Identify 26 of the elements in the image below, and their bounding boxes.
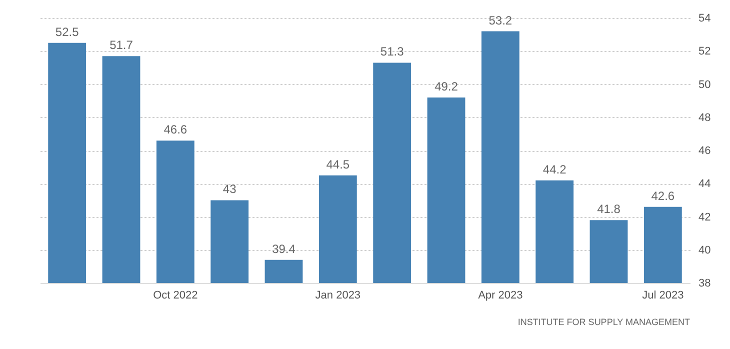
data-label: 52.5 xyxy=(55,24,80,39)
data-label: 49.2 xyxy=(434,80,458,94)
y-tick-label: 52 xyxy=(698,46,711,58)
data-label: 46.6 xyxy=(164,122,188,137)
y-tick-label: 54 xyxy=(698,12,711,24)
y-tick-label: 38 xyxy=(698,278,711,290)
x-tick-label: Oct 2022 xyxy=(153,290,198,302)
data-label: 42.6 xyxy=(651,188,675,203)
data-label: 41.8 xyxy=(597,202,621,216)
data-label: 51.3 xyxy=(380,44,404,59)
y-tick-label: 44 xyxy=(698,178,711,190)
data-label: 44.2 xyxy=(542,162,567,176)
data-label: 39.4 xyxy=(272,242,296,256)
x-tick-label: Apr 2023 xyxy=(478,290,523,302)
y-tick-label: 40 xyxy=(698,244,711,256)
y-tick-label: 46 xyxy=(698,145,711,157)
x-tick-label: Jan 2023 xyxy=(315,290,361,302)
data-label: 43 xyxy=(222,182,237,196)
data-label: 53.2 xyxy=(488,13,512,28)
text: INSTITUTE FOR SUPPLY MANAGEMENT xyxy=(518,317,690,327)
data-label: 44.5 xyxy=(326,157,350,172)
y-tick-label: 48 xyxy=(698,112,711,124)
data-label: 51.7 xyxy=(110,38,134,52)
y-tick-label: 42 xyxy=(698,211,711,224)
x-tick-label: Jul 2023 xyxy=(642,290,684,302)
y-tick-label: 50 xyxy=(698,78,711,91)
